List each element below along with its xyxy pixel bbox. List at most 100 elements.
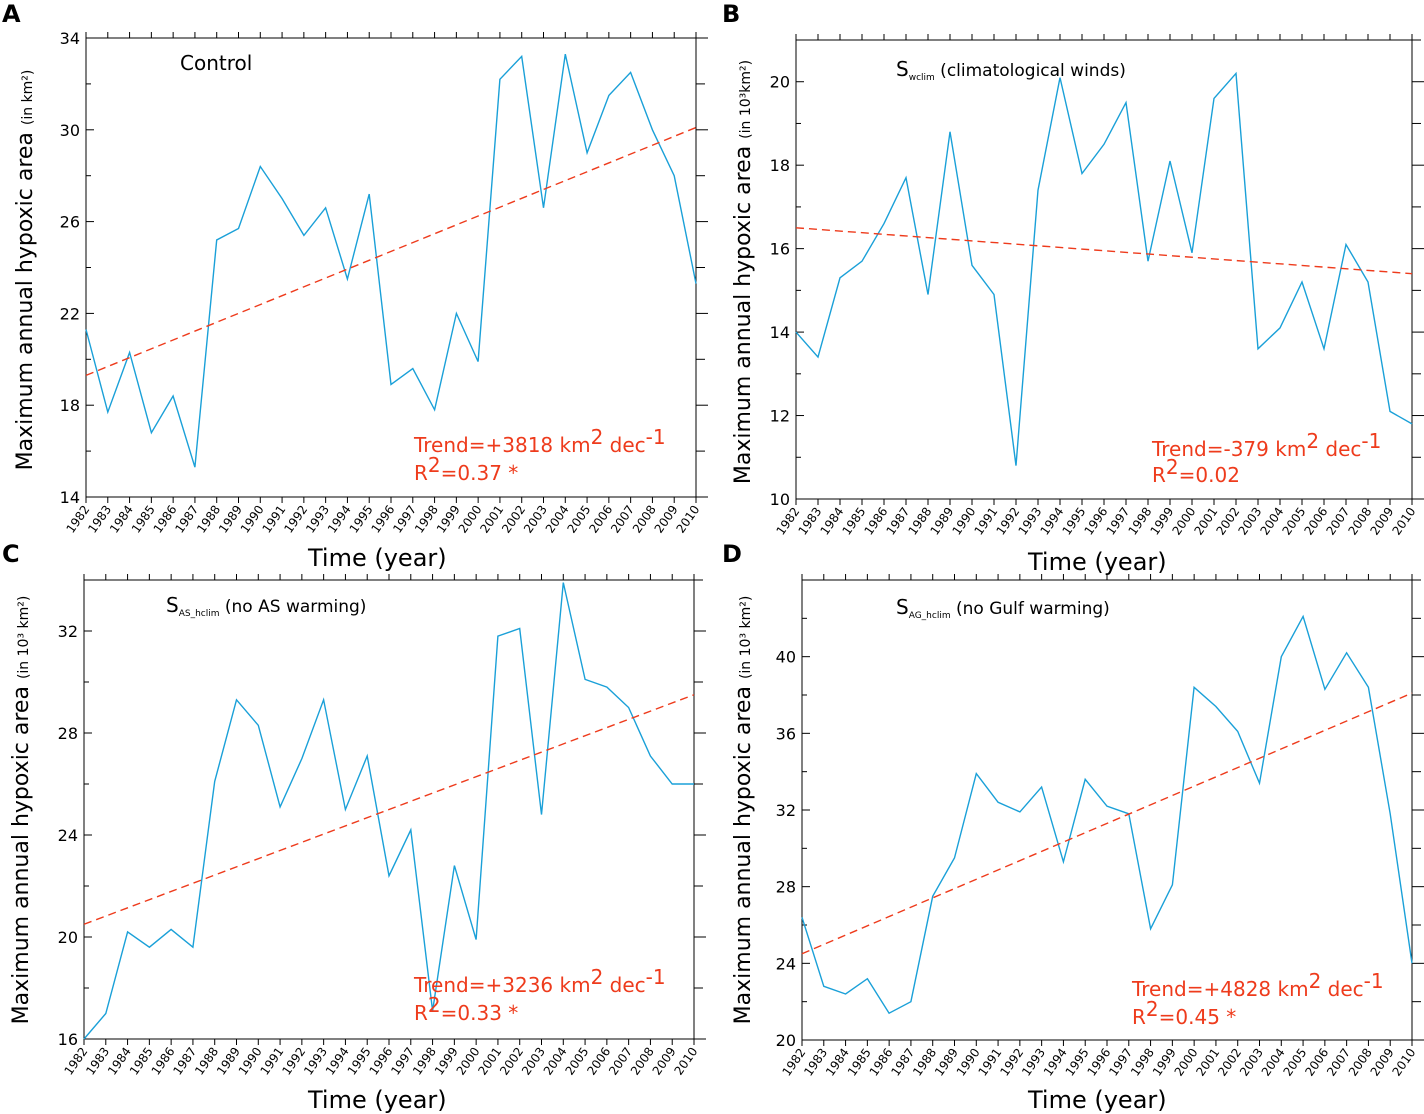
r2-value: =0.37 * <box>441 461 519 485</box>
x-tick-label: 1997 <box>1103 505 1132 538</box>
y-axis-title: Maximum annual hypoxic area (in 10³km²) <box>731 60 756 484</box>
annotation-subscript: wclim <box>909 73 935 83</box>
annotation-main: S <box>166 593 179 617</box>
panel-letter: B <box>722 0 740 28</box>
trend-value: Trend=+3236 km <box>413 973 591 997</box>
plot-frame <box>795 39 1413 500</box>
r2-exponent: 2 <box>428 993 441 1017</box>
trend-unit: dec <box>1321 977 1363 1001</box>
r2-exponent: 2 <box>428 453 441 477</box>
x-tick-label: 1982 <box>773 505 802 538</box>
y-tick-label: 20 <box>770 73 790 92</box>
y-tick-label: 32 <box>776 801 796 820</box>
y-tick-label: 26 <box>60 213 80 232</box>
y-axis-title: Maximum annual hypoxic area (in 10³ km²) <box>9 596 34 1025</box>
series-line <box>795 71 1413 466</box>
annotation-main: S <box>896 595 909 619</box>
trend-exponent: 2 <box>1309 969 1322 993</box>
y-axis-title-unit: (in 10³km²) <box>738 60 754 139</box>
y-axis-title-main: Maximum annual hypoxic area <box>13 125 38 470</box>
x-axis-title: Time (year) <box>307 1086 447 1114</box>
annotation-rest: (climatological winds) <box>935 61 1126 81</box>
x-tick-label: 2000 <box>1169 505 1198 538</box>
x-axis-title: Time (year) <box>1027 1086 1167 1114</box>
y-axis-title-main: Maximum annual hypoxic area <box>731 139 756 484</box>
y-tick-label: 16 <box>58 1030 78 1049</box>
series-line <box>85 53 697 468</box>
trend-unit: dec <box>603 973 645 997</box>
panel-annotation: SAG_hclim (no Gulf warming) <box>896 595 1110 621</box>
annotation-rest: (no AS warming) <box>220 597 367 617</box>
y-tick-label: 18 <box>770 156 790 175</box>
annotation-rest: (no Gulf warming) <box>951 599 1110 619</box>
y-tick-label: 16 <box>770 240 790 259</box>
trend-exponent: 2 <box>591 425 604 449</box>
x-tick-label: 1998 <box>1125 505 1154 538</box>
trend-line <box>85 126 697 377</box>
x-tick-label: 1996 <box>1081 505 1110 538</box>
x-tick-label: 1987 <box>883 505 912 538</box>
x-tick-label: 2010 <box>673 503 702 536</box>
x-tick-label: 1989 <box>927 505 956 538</box>
y-axis-title-main: Maximum annual hypoxic area <box>9 679 34 1024</box>
y-tick-label: 12 <box>770 407 790 426</box>
y-tick-label: 20 <box>58 928 78 947</box>
x-tick-label: 2007 <box>1323 505 1352 538</box>
x-tick-label: 1983 <box>795 505 824 538</box>
y-axis-title-unit: (in 10³ km²) <box>738 596 754 679</box>
y-tick-label: 22 <box>60 304 80 323</box>
y-tick-label: 18 <box>60 396 80 415</box>
x-tick-label: 2010 <box>671 1045 700 1078</box>
x-tick-label: 1991 <box>971 505 1000 538</box>
y-tick-label: 14 <box>60 488 80 507</box>
x-axis-title: Time (year) <box>307 544 447 572</box>
trend-unit: dec <box>603 433 645 457</box>
chart-panel-d: D202428323640198219831984198519861987198… <box>722 540 1424 1114</box>
annotation-subscript: AS_hclim <box>179 609 220 619</box>
y-tick-label: 40 <box>776 648 796 667</box>
y-tick-label: 24 <box>776 954 796 973</box>
y-tick-label: 32 <box>58 622 78 641</box>
y-axis-title-main: Maximum annual hypoxic area <box>731 679 756 1024</box>
trend-label: Trend=+4828 km2 dec-1 <box>1131 969 1384 1001</box>
r2-exponent: 2 <box>1146 997 1159 1021</box>
r2-value: =0.33 * <box>441 1001 519 1025</box>
panel-annotation: Swclim (climatological winds) <box>896 57 1126 83</box>
y-tick-label: 34 <box>60 29 80 48</box>
y-axis-title: Maximum annual hypoxic area (in km²) <box>13 70 38 471</box>
x-tick-label: 2008 <box>1345 505 1374 538</box>
r2-exponent: 2 <box>1166 455 1179 479</box>
trend-exponent: 2 <box>591 965 604 989</box>
x-tick-label: 1999 <box>1147 505 1176 538</box>
trend-line <box>83 694 695 925</box>
panel-annotation: Control <box>180 51 252 75</box>
x-tick-label: 2001 <box>1191 505 1220 538</box>
r2-label: R2=0.02 <box>1152 455 1240 487</box>
trend-exponent: 2 <box>1306 429 1319 453</box>
trend-label: Trend=+3236 km2 dec-1 <box>413 965 666 997</box>
trend-label: Trend=+3818 km2 dec-1 <box>413 425 666 457</box>
chart-panel-c: C162024283219821983198419851986198719881… <box>2 540 706 1114</box>
chart-panel-a: A141822263034198219831984198519861987198… <box>2 0 708 572</box>
trend-value: Trend=-379 km <box>1151 437 1306 461</box>
x-tick-label: 1988 <box>905 505 934 538</box>
x-tick-label: 2006 <box>1301 505 1330 538</box>
trend-line <box>801 692 1413 955</box>
y-tick-label: 24 <box>58 826 78 845</box>
x-tick-label: 2003 <box>1235 505 1264 538</box>
trend-unit-exponent: -1 <box>1361 429 1381 453</box>
y-tick-label: 30 <box>60 121 80 140</box>
x-tick-label: 1984 <box>817 505 846 538</box>
annotation-main: Control <box>180 51 252 75</box>
x-tick-label: 2010 <box>1389 1046 1418 1079</box>
x-tick-label: 1985 <box>839 505 868 538</box>
x-tick-label: 1986 <box>861 505 890 538</box>
x-tick-label: 1990 <box>949 505 978 538</box>
r2-symbol: R <box>414 461 428 485</box>
y-axis-title-unit: (in km²) <box>20 70 36 126</box>
x-tick-label: 1992 <box>993 505 1022 538</box>
x-tick-label: 2004 <box>1257 505 1286 538</box>
x-axis-title: Time (year) <box>1027 548 1167 576</box>
trend-label: Trend=-379 km2 dec-1 <box>1151 429 1381 461</box>
